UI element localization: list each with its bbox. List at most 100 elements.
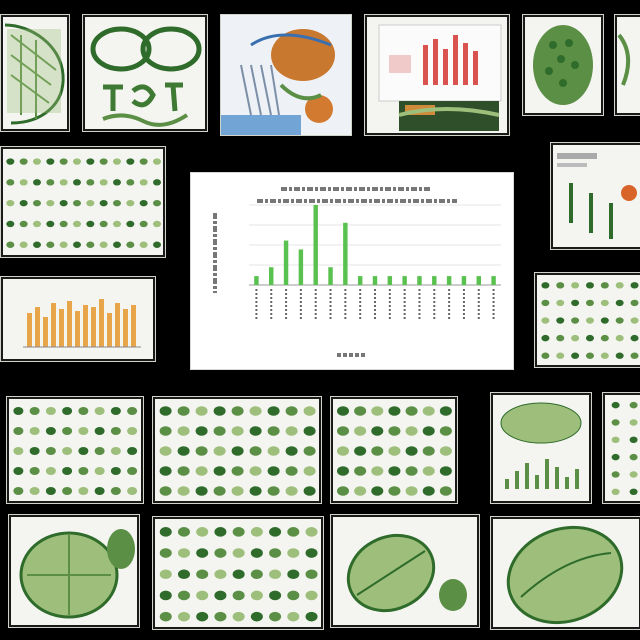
chart-bar <box>387 276 393 285</box>
leaf-spot <box>159 548 172 558</box>
leaf-spot <box>388 406 401 416</box>
plant-branch-thumbnail <box>534 272 640 368</box>
leaf-spot <box>214 590 227 601</box>
leaf-spot <box>196 611 209 622</box>
small-bar <box>515 471 519 489</box>
leaf-spot <box>99 220 108 228</box>
leaf-spot <box>439 486 452 496</box>
leaf-spot <box>269 611 282 622</box>
chart-bar <box>269 267 274 285</box>
leaf-spot <box>556 317 565 324</box>
leaf-spot <box>611 453 620 461</box>
leaf-spot <box>267 406 280 416</box>
leaf-spot <box>177 548 190 558</box>
leaf-spot <box>422 486 435 496</box>
leaf-spot <box>94 447 105 455</box>
leaf-spot <box>213 406 226 416</box>
leaf-spot <box>139 220 148 228</box>
leaf-spot <box>303 446 316 456</box>
leaf-spot <box>267 446 280 456</box>
leaf-spot <box>177 466 190 476</box>
leaf-spot <box>337 466 349 476</box>
leaf-spot <box>600 299 609 307</box>
leaf-spot <box>585 317 594 324</box>
leaf-spot <box>126 199 135 207</box>
leaf-spot <box>62 467 73 475</box>
leaf-spot <box>99 199 108 207</box>
leaf-spot <box>110 427 121 435</box>
leaf-spot <box>388 466 401 476</box>
leaf-spot <box>13 487 24 495</box>
leaf-spot <box>73 158 81 165</box>
leaf-spot <box>615 334 624 342</box>
leaf-spot <box>232 590 245 601</box>
leaf-spot <box>600 282 609 289</box>
leaf-spot <box>73 220 81 228</box>
leaf-spot <box>630 317 639 324</box>
leaf-spot <box>232 548 245 558</box>
leaf-spot <box>303 486 316 496</box>
leaf-spot <box>371 406 384 416</box>
leaf-spot <box>388 426 401 436</box>
leaf-spot <box>153 241 161 248</box>
leaf-spot <box>86 158 95 165</box>
leaf-spot <box>371 486 384 496</box>
leaf-spot <box>159 426 172 436</box>
leaf-oval-thumbnail-4 <box>330 514 480 628</box>
leaf-spot <box>231 426 244 436</box>
leaf-spot <box>29 467 40 475</box>
leaf-spot <box>541 282 550 289</box>
leaf-spot <box>139 158 148 165</box>
leaf-spot <box>615 299 624 307</box>
small-bar <box>565 477 569 489</box>
leaf-spot <box>86 241 95 248</box>
leaf-spot <box>6 220 15 228</box>
orange-bar-chart-thumbnail <box>0 276 156 362</box>
leaf-spot <box>541 352 550 359</box>
leaf-spot <box>556 299 565 307</box>
leaf-spot <box>214 611 227 622</box>
leaf-spot <box>439 426 452 436</box>
leaf-spot <box>630 334 639 342</box>
leaf-pattern-thumbnail <box>82 14 208 132</box>
leaf-spot <box>19 158 28 165</box>
leaf-spot <box>629 419 638 426</box>
leaf-spot <box>250 527 263 537</box>
leaf-spot <box>231 466 244 476</box>
leaf-spot <box>94 467 105 475</box>
leaf-spot <box>285 426 298 436</box>
leaf-spot <box>600 334 609 342</box>
leaf-spot <box>59 241 68 248</box>
leaf-spot <box>139 241 148 248</box>
orange-bar <box>51 303 56 347</box>
leaf-spot <box>305 569 318 580</box>
orange-bar <box>123 309 128 347</box>
leaf-spot <box>615 282 624 289</box>
leaf-spot <box>354 446 367 456</box>
leaf-spot <box>73 179 81 186</box>
leaf-oval-thumbnail-5 <box>490 516 640 630</box>
leaf-spot <box>541 299 550 307</box>
leaf-spot <box>62 447 73 455</box>
small-bar <box>575 469 579 489</box>
leaf-spot <box>13 467 24 475</box>
leaf-spot <box>405 406 418 416</box>
leaf-spot <box>231 486 244 496</box>
leaf-spot <box>287 548 300 558</box>
leaf-spot <box>78 447 89 455</box>
leaf-spot <box>269 569 282 580</box>
leaf-spot <box>305 527 318 537</box>
leaf-spot <box>232 569 245 580</box>
leaf-spot <box>249 426 262 436</box>
chart-bar <box>476 276 481 285</box>
leaf-spot <box>630 352 639 359</box>
leaf-spot <box>629 471 638 478</box>
small-bar <box>505 479 509 489</box>
leaf-spot <box>127 407 138 415</box>
leaf-spot <box>110 447 121 455</box>
leaf-spot <box>571 299 580 307</box>
small-bar-chart-thumbnail <box>490 392 592 504</box>
leaf-spot <box>110 467 121 475</box>
leaf-spot <box>337 406 349 416</box>
leaf-spot <box>78 407 89 415</box>
